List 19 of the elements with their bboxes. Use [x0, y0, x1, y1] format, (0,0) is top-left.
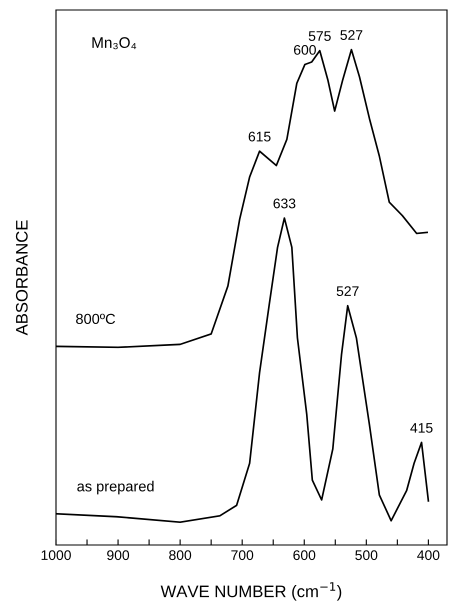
- text: Mn₃O₄: [92, 37, 136, 50]
- annotation: 615: [248, 132, 271, 142]
- x-tick-label: 500: [355, 550, 378, 560]
- annotation: 415: [410, 423, 433, 433]
- x-tick-label: 400: [417, 550, 440, 560]
- annotation: 527: [340, 30, 362, 40]
- annotation: 575: [308, 31, 331, 41]
- annotation: 527: [336, 286, 359, 296]
- x-tick-label: 600: [293, 550, 316, 560]
- annotation: 633: [274, 198, 296, 208]
- x-tick-label: 1000: [42, 550, 71, 560]
- y-axis-title: ABSORBANCE: [16, 220, 28, 336]
- series-label: 800ºC: [76, 314, 116, 324]
- x-tick-label: 800: [169, 550, 192, 560]
- x-tick-label: 700: [231, 550, 254, 560]
- series-label: as prepared: [77, 480, 154, 494]
- x-tick-label: 900: [107, 550, 130, 560]
- annotation: 600: [294, 44, 316, 55]
- x-axis-title: WAVE NUMBER (cm$^{−1}$): [160, 582, 342, 601]
